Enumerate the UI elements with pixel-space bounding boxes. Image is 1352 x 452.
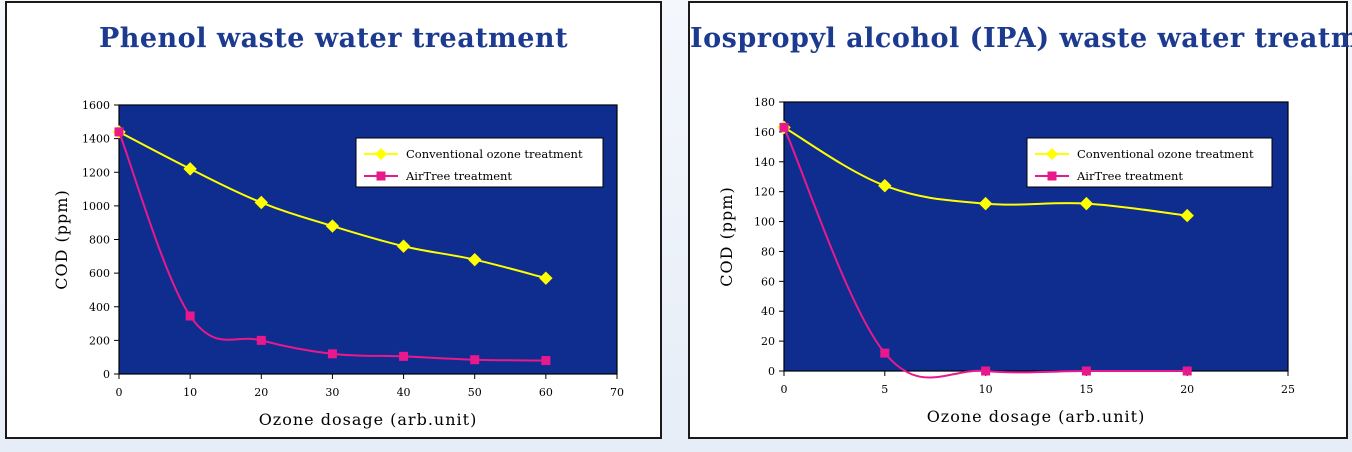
y-axis-label: COD (ppm) <box>717 186 736 286</box>
y-axis-label: COD (ppm) <box>52 189 71 289</box>
x-tick-label: 0 <box>781 383 788 396</box>
legend-box <box>355 137 604 188</box>
legend-marker <box>1047 171 1057 181</box>
y-tick-label: 1600 <box>82 99 110 112</box>
legend: Conventional ozone treatment AirTree trea… <box>355 137 604 188</box>
data-point <box>468 252 482 267</box>
legend-item: Conventional ozone treatment <box>364 147 583 161</box>
y-tick-label: 1000 <box>82 200 110 213</box>
data-point <box>327 349 337 359</box>
x-tick-label: 60 <box>539 386 553 399</box>
chart-title: Iospropyl alcohol (IPA) waste water trea… <box>690 23 1352 54</box>
data-point <box>256 335 266 345</box>
y-tick-label: 600 <box>89 267 110 280</box>
series-line <box>783 126 1188 379</box>
data-point <box>978 196 993 211</box>
data-point <box>878 178 892 193</box>
x-axis-label: Ozone dosage (arb.unit) <box>259 410 478 429</box>
data-point <box>254 195 268 210</box>
data-point <box>396 239 411 253</box>
y-tick-label: 100 <box>754 216 775 229</box>
data-point <box>541 356 551 366</box>
legend-box <box>1026 137 1273 188</box>
y-tick-label: 160 <box>754 126 775 139</box>
phenol-chart-panel: Phenol waste water treatment 0 200 400 600 8… <box>5 1 662 439</box>
x-tick-label: 5 <box>881 383 888 396</box>
y-tick-label: 20 <box>761 335 775 348</box>
data-point <box>1079 196 1094 211</box>
y-tick-label: 200 <box>89 334 110 347</box>
ipa-chart: 0 20 40 60 80 100 120 140 160 180 0 5 10 15 20 25 Ozone … <box>717 96 1295 426</box>
legend-label: Conventional ozone treatment <box>1077 147 1254 161</box>
x-tick-label: 15 <box>1079 383 1093 396</box>
y-tick-label: 80 <box>761 245 775 258</box>
data-point <box>1081 366 1091 376</box>
series-airtree <box>779 122 1192 379</box>
legend-marker <box>376 171 386 181</box>
data-point <box>183 162 197 176</box>
x-tick-label: 40 <box>397 386 411 399</box>
y-tick-label: 1200 <box>82 166 110 179</box>
legend: Conventional ozone treatment AirTree trea… <box>1026 137 1273 188</box>
data-point <box>1180 208 1194 223</box>
x-tick-label: 30 <box>325 386 339 399</box>
data-point <box>779 122 789 132</box>
legend-marker <box>375 148 387 160</box>
y-tick-label: 1400 <box>82 133 110 146</box>
data-point <box>1182 366 1192 376</box>
legend-item: Conventional ozone treatment <box>1035 147 1254 161</box>
data-point <box>981 366 991 376</box>
ipa-chart-panel: Iospropyl alcohol (IPA) waste water trea… <box>688 1 1352 439</box>
x-tick-label: 50 <box>468 386 482 399</box>
legend-item: AirTree treatment <box>1035 169 1183 183</box>
data-point <box>185 311 195 321</box>
legend-marker <box>1046 148 1058 160</box>
y-tick-label: 60 <box>761 275 775 288</box>
x-tick-label: 10 <box>183 386 197 399</box>
y-tick-label: 140 <box>754 156 775 169</box>
data-point <box>539 271 553 285</box>
data-point <box>325 219 340 233</box>
legend-label: AirTree treatment <box>405 169 512 183</box>
legend-item: AirTree treatment <box>364 169 512 183</box>
x-tick-label: 10 <box>979 383 993 396</box>
data-point <box>470 355 480 365</box>
x-tick-label: 20 <box>254 386 268 399</box>
data-point <box>399 351 409 361</box>
y-tick-label: 400 <box>89 301 110 314</box>
y-tick-label: 0 <box>103 368 110 381</box>
y-tick-label: 120 <box>754 186 775 199</box>
series-airtree <box>114 127 551 366</box>
chart-title: Phenol waste water treatment <box>98 23 569 54</box>
y-tick-label: 0 <box>768 365 775 378</box>
phenol-chart: 0 200 400 600 800 1000 1200 1400 1600 0 10 20 30 40 50… <box>52 99 624 429</box>
y-tick-label: 40 <box>761 305 775 318</box>
data-point <box>114 127 124 137</box>
legend-label: AirTree treatment <box>1076 169 1183 183</box>
x-tick-label: 25 <box>1281 383 1295 396</box>
x-axis-label: Ozone dosage (arb.unit) <box>927 407 1146 426</box>
x-tick-label: 70 <box>610 386 624 399</box>
y-tick-label: 180 <box>754 96 775 109</box>
data-point <box>880 348 890 358</box>
legend-label: Conventional ozone treatment <box>406 147 583 161</box>
x-tick-label: 20 <box>1180 383 1194 396</box>
y-tick-label: 800 <box>89 234 110 247</box>
x-tick-label: 0 <box>116 386 123 399</box>
